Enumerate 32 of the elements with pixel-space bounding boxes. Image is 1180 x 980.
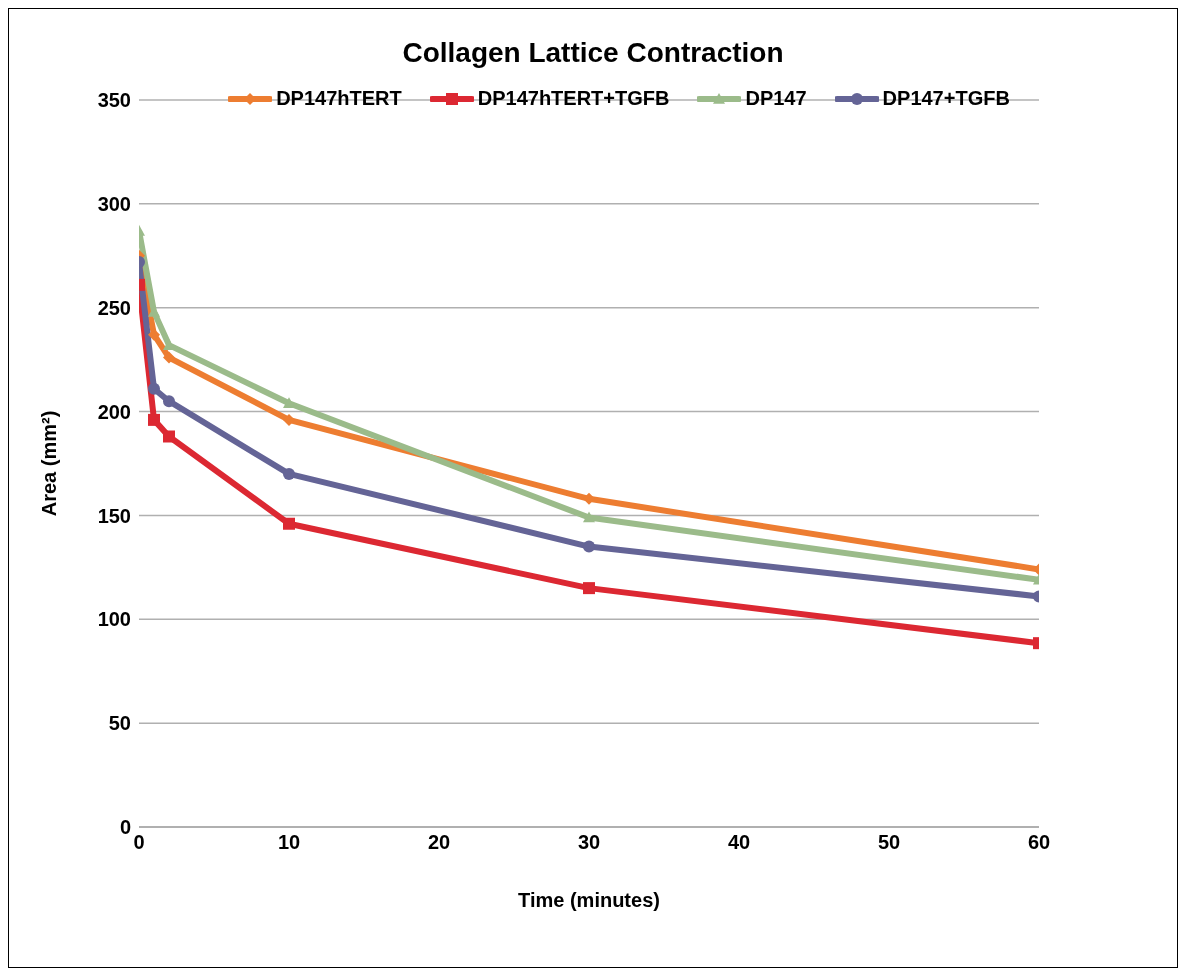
point — [148, 413, 160, 426]
x-tick-label: 60 — [1027, 831, 1051, 854]
x-tick-label: 50 — [877, 831, 901, 854]
x-tick-label: 10 — [277, 831, 301, 854]
legend-label: DP147+TGFB — [882, 87, 1010, 110]
point — [583, 582, 595, 595]
chart-title: Collagen Lattice Contraction — [401, 36, 785, 70]
y-tick-label: 100 — [97, 608, 131, 631]
point — [163, 395, 175, 408]
point — [163, 351, 175, 364]
y-tick-label: 200 — [97, 400, 131, 423]
y-tick-label: 300 — [97, 192, 131, 215]
y-tick-label: 50 — [108, 712, 131, 735]
y-tick-label: 150 — [97, 504, 131, 527]
legend-label: DP147hTERT — [276, 87, 402, 110]
x-tick-label: 0 — [133, 831, 145, 854]
x-tick-label: 30 — [577, 831, 601, 854]
x-tick-label: 40 — [727, 831, 751, 854]
point — [583, 540, 595, 553]
x-tick-label: 20 — [427, 831, 451, 854]
point — [583, 511, 595, 523]
point — [283, 467, 295, 480]
legend-label: DP147 — [745, 87, 807, 110]
point — [148, 382, 160, 395]
y-tick-label: 250 — [97, 296, 131, 319]
legend-label: DP147hTERT+TGFB — [477, 87, 670, 110]
x-axis-title: Time (minutes) — [518, 889, 660, 911]
y-tick-label: 0 — [119, 816, 131, 839]
y-tick-label: 350 — [97, 89, 131, 112]
point — [283, 517, 295, 530]
point — [163, 430, 175, 443]
y-axis-title: Area (mm²) — [38, 410, 61, 517]
